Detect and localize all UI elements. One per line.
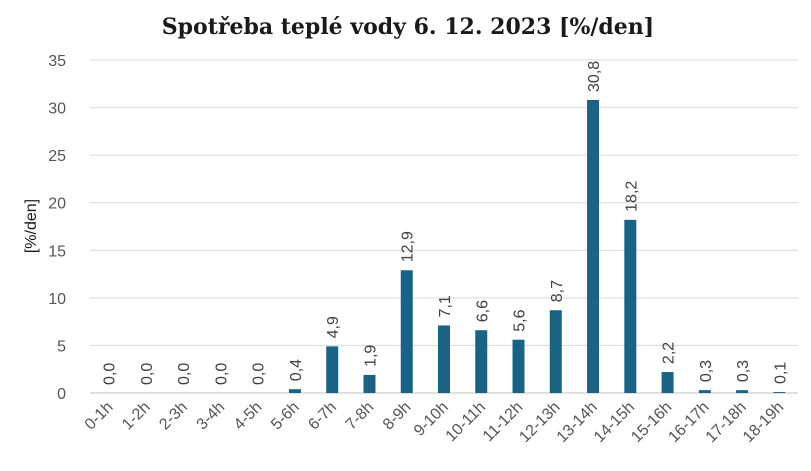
bar	[438, 325, 450, 393]
bar	[661, 372, 674, 393]
bar	[587, 99, 600, 394]
y-tick-label: 10	[48, 291, 66, 308]
data-label: 2,2	[661, 342, 678, 364]
data-label: 0,1	[772, 362, 789, 384]
chart-title: Spotřeba teplé vody 6. 12. 2023 [%/den]	[162, 14, 654, 40]
x-tick-label: 3-4h	[194, 399, 229, 434]
x-axis-ticks: 0-1h 1-2h 2-3h 3-4h 4-5h 5-6h 6-7h 7-8h 8-9h9-10…	[82, 399, 787, 446]
x-tick-label: 1-2h	[119, 399, 154, 434]
data-label: 12,9	[400, 231, 417, 262]
data-label: 18,2	[623, 181, 640, 212]
y-tick-label: 15	[48, 243, 66, 260]
data-label: 30,8	[586, 61, 603, 92]
gridlines	[90, 59, 798, 394]
data-label: 0,3	[698, 360, 715, 382]
y-tick-label: 30	[48, 101, 66, 118]
y-tick-label: 20	[48, 196, 66, 213]
data-label: 0,0	[139, 363, 156, 385]
bar	[326, 346, 339, 393]
data-label: 0,4	[288, 359, 305, 381]
bar	[475, 330, 488, 393]
data-label: 4,9	[325, 316, 342, 338]
x-tick-label: 8-9h	[380, 399, 415, 434]
data-label: 0,3	[735, 360, 752, 382]
bar	[512, 339, 525, 393]
bar	[736, 390, 749, 393]
bar	[549, 310, 562, 393]
x-tick-label: 5-6h	[268, 399, 303, 434]
x-tick-label: 7-8h	[343, 399, 378, 434]
x-tick-label: 18-19h	[740, 399, 787, 446]
bar	[624, 219, 637, 393]
x-tick-label: 6-7h	[305, 399, 340, 434]
bar	[288, 389, 301, 393]
bars	[288, 99, 786, 394]
data-label: 7,1	[437, 295, 454, 317]
data-label: 0,0	[176, 363, 193, 385]
data-labels: 0,0 0,0 0,0 0,0 0,0 0,4 4,9 1,9 12,9 7,1 6,6 5,6 8,7…	[102, 61, 790, 385]
data-label: 0,0	[213, 363, 230, 385]
x-tick-label: 2-3h	[156, 399, 191, 434]
data-label: 8,7	[549, 280, 566, 302]
x-tick-label: 10-11h	[443, 399, 489, 445]
x-tick-label: 15-16h	[628, 399, 675, 446]
y-axis-label: [%/den]	[23, 199, 40, 253]
bar	[400, 270, 413, 393]
data-label: 5,6	[512, 309, 529, 331]
y-tick-label: 5	[57, 338, 66, 355]
x-tick-label: 0-1h	[82, 399, 117, 434]
data-label: 0,0	[102, 363, 119, 385]
x-tick-label: 17-18h	[703, 399, 750, 446]
y-tick-label: 25	[48, 148, 66, 165]
data-label: 1,9	[362, 345, 379, 367]
y-axis-ticks: 0 5 10 15 20 25 30 35	[48, 53, 66, 403]
x-tick-label: 4-5h	[231, 399, 266, 434]
y-tick-label: 0	[57, 386, 66, 403]
data-label: 6,6	[474, 300, 491, 322]
x-tick-label: 13-14h	[554, 399, 601, 446]
x-tick-label: 14-15h	[591, 399, 638, 446]
x-tick-label: 12-13h	[516, 399, 563, 446]
y-tick-label: 35	[48, 53, 66, 70]
data-label: 0,0	[251, 363, 268, 385]
x-tick-label: 16-17h	[665, 399, 712, 446]
bar	[698, 390, 711, 393]
bar	[363, 374, 376, 393]
bar	[773, 392, 786, 393]
